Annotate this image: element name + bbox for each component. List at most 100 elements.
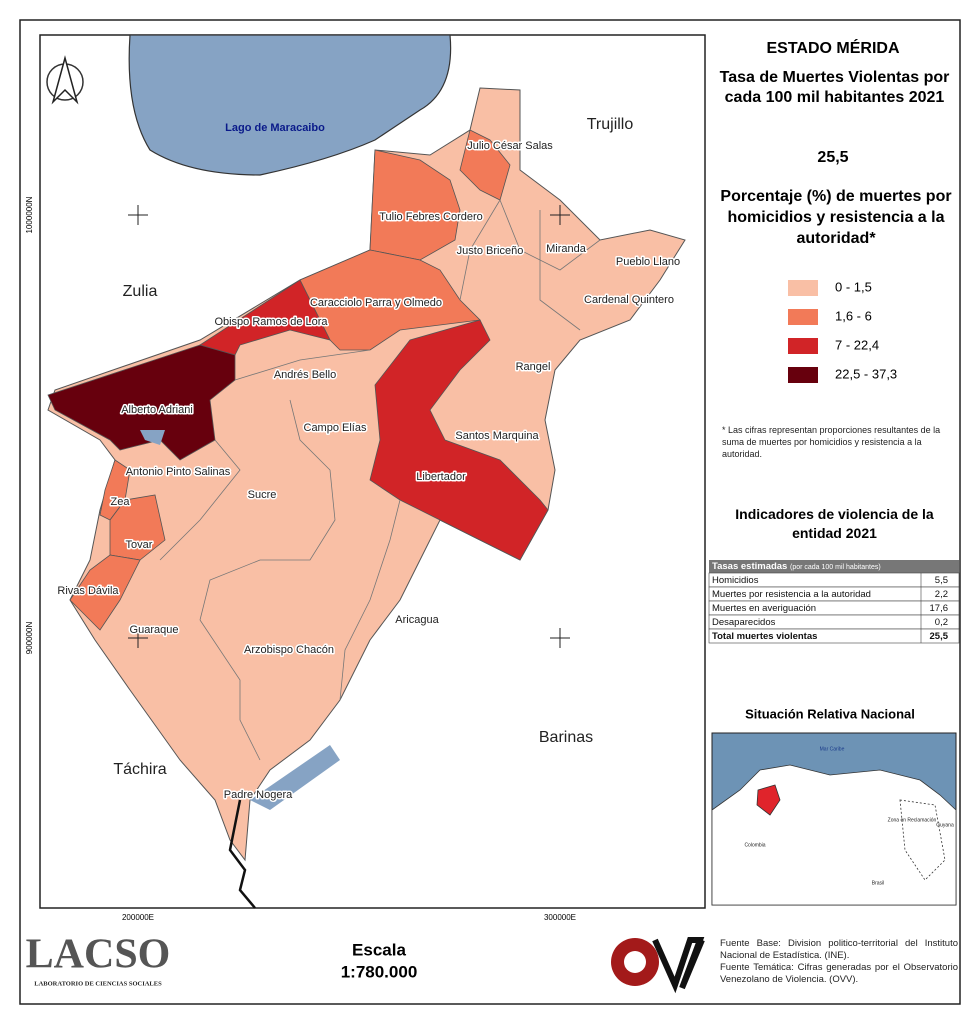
rate: 25,5 [817,149,848,166]
inset-label: Mar Caribe [820,746,845,752]
legend-swatch [788,309,818,325]
municipality-label: Sucre [248,489,277,501]
municipality-polygons [47,129,549,631]
logo-hole [624,951,646,973]
municipality-label: Guaraque [130,624,179,636]
municipality-label: Alberto Adriani [121,404,193,416]
legend-label: 22,5 - 37,3 [835,366,897,381]
grid-cross [550,628,570,648]
municipality-label: Cardenal Quintero [584,294,674,306]
indicators-title: Indicadores de violencia de la entidad 2… [735,506,934,541]
table-cell: Muertes en averiguación [712,603,816,614]
legend: 0 - 1,5 1,6 - 6 7 - 22,4 22,5 - 37,3 [788,279,897,383]
municipality-label: Rivas Dávila [57,585,119,597]
note: * Las cifras representan proporciones re… [722,425,941,459]
source: Fuente Base: Division politico-territori… [720,938,958,961]
table-value: 0,2 [935,617,948,628]
grid-label-x: 200000E [122,913,154,922]
boundary [199,399,336,621]
table-value: 25,5 [930,631,949,642]
inset-zone [899,799,946,881]
subtitle: Tasa de Muertes Violentas por cada 100 m… [719,69,950,106]
municipality-label: Andrés Bello [274,369,336,381]
north-arrow-head [51,55,79,105]
sources-box: Fuente Base: Division politico-territori… [720,938,958,986]
municipality-label: Tulio Febres Cordero [379,211,483,223]
inset-labels: Mar Caribe Colombia Brasil Zona en Reclamac… [744,746,954,886]
ovv-logo [611,937,705,994]
municipality [369,149,461,261]
table-row [708,628,960,644]
reservoir [140,430,165,445]
grid-crosses [128,205,570,648]
lacso-sub: LABORATORIO DE CIENCIAS SOCIALES [34,980,162,987]
lacso-logo: LACSO [26,932,171,978]
inset-title: Situación Relativa Nacional [745,706,915,721]
boundary [459,199,501,301]
legend-swatch [788,338,818,354]
scale-title: Escala [352,940,406,959]
boundary [539,210,581,331]
inset-label: Colombia [744,842,765,848]
grid-label-y: 900000N [25,622,34,655]
inset-label: Guyana [936,822,954,828]
table-cell: Total muertes violentas [712,631,817,642]
neighbor-label: Táchira [113,761,166,778]
map-area: Lago de Maracaibo [46,34,686,909]
source: Fuente Temática: Cifras generadas por el… [720,962,958,985]
municipality-label: Antonio Pinto Salinas [126,466,231,478]
indicators-title-box: Indicadores de violencia de la entidad 2… [735,506,934,541]
municipality-label: Aricagua [395,614,439,626]
north-arrow [46,55,84,105]
border-line [228,799,256,909]
legend-title: Porcentaje (%) de muertes por homicidios… [720,188,952,247]
logo-vv [652,937,705,994]
table-value: 5,5 [935,575,948,586]
legend-label: 0 - 1,5 [835,279,872,294]
municipality-label: Arzobispo Chacón [244,644,334,656]
neighbor-label: Barinas [539,729,593,746]
grid-label-y: 1000000N [25,196,34,233]
legend-title-box: Porcentaje (%) de muertes por homicidios… [720,188,952,247]
legend-swatch [788,280,818,296]
boundary [234,349,371,381]
table-cell: Desaparecidos [712,617,776,628]
reservoir [250,745,340,810]
municipality-label: Pueblo Llano [616,256,680,268]
municipality-label: Santos Marquina [455,430,539,442]
note-box: * Las cifras representan proporciones re… [722,425,941,459]
grid-label-x: 300000E [544,913,576,922]
table-header-note: (por cada 100 mil habitantes) [790,564,881,571]
legend-label: 1,6 - 6 [835,308,872,323]
subtitle-box: Tasa de Muertes Violentas por cada 100 m… [719,69,950,106]
municipality [69,554,141,631]
municipality [199,279,331,356]
municipality-label: Rangel [516,361,551,373]
inset-merida [756,784,781,816]
legend-label: 7 - 22,4 [835,337,879,352]
inset-label: Zona en Reclamación [888,817,937,823]
sources: Fuente Base: Division politico-territori… [720,938,958,986]
sheet-border [19,19,961,1005]
grid-cross [128,205,148,225]
municipal-boundaries [159,199,601,761]
boundary [339,499,401,701]
municipality-label: Caracciolo Parra y Olmedo [310,297,442,309]
municipality-label: Libertador [416,471,466,483]
municipality [47,344,236,461]
table-cell: Homicidios [712,575,759,586]
municipality-label: Julio César Salas [467,140,553,152]
municipality-label: Obispo Ramos de Lora [214,316,328,328]
table-header: Tasas estimadas [712,561,787,572]
municipality-label: Justo Briceño [457,245,524,257]
lake-label: Lago de Maracaibo [225,122,325,134]
municipality-label: Zea [111,496,131,508]
table-value: 17,6 [930,603,949,614]
inset-map [711,732,957,906]
grid-cross [128,628,148,648]
grid-cross [550,205,570,225]
neighbor-label: Zulia [123,283,158,300]
labels: Julio César Salas Tulio Febres Cordero Jus… [25,116,682,922]
